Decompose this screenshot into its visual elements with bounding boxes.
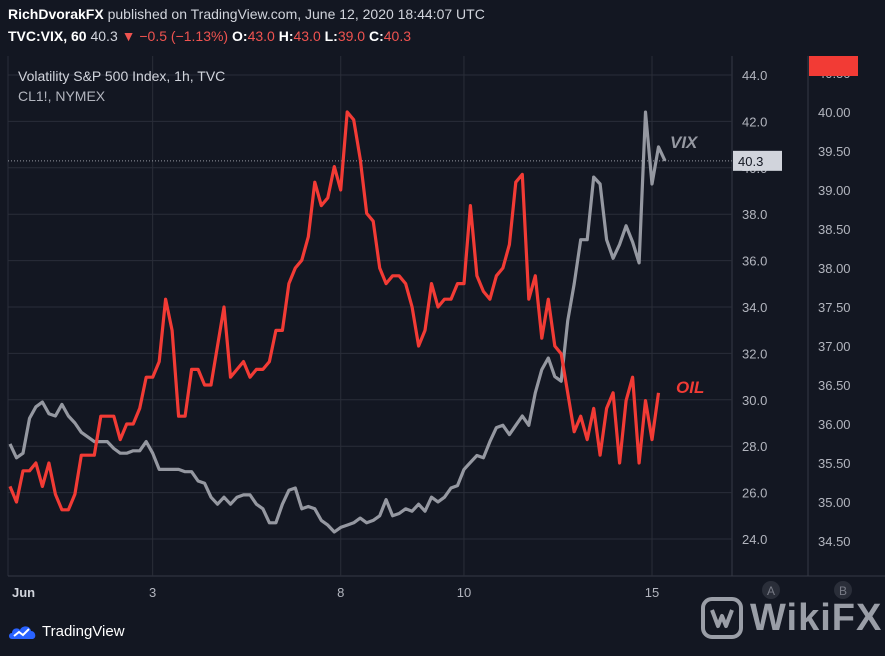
left-axis-tick-label: 34.0 xyxy=(742,300,767,315)
left-axis-tick-label: 38.0 xyxy=(742,207,767,222)
close-label: C: xyxy=(368,28,384,44)
wikifx-watermark-text: WikiFX xyxy=(750,596,883,639)
oil-price-label: 36.38 xyxy=(816,56,849,59)
publish-info: RichDvorakFX published on TradingView.co… xyxy=(8,6,485,22)
oil-price-label-box xyxy=(809,56,858,76)
x-axis-tick-label: 15 xyxy=(645,585,659,600)
price-chart[interactable]: 24.026.028.030.032.034.036.038.040.042.0… xyxy=(0,56,885,608)
x-axis-tick-label: Jun xyxy=(12,585,35,600)
left-axis-tick-label: 30.0 xyxy=(742,393,767,408)
right-axis-tick-label: 37.50 xyxy=(818,300,851,315)
open-label: O: xyxy=(232,28,248,44)
left-axis-tick-label: 42.0 xyxy=(742,114,767,129)
right-axis-tick-label: 36.00 xyxy=(818,417,851,432)
vix-price-label-box xyxy=(733,150,782,171)
oil-series-line xyxy=(8,110,661,512)
open-value: 43.0 xyxy=(247,28,275,44)
vix-annotation: VIX xyxy=(670,133,699,152)
low-label: L: xyxy=(324,28,338,44)
left-axis-tick-label: 44.0 xyxy=(742,68,767,83)
published-text: published on TradingView.com, June 12, 2… xyxy=(107,6,485,22)
right-axis-tick-label: 38.50 xyxy=(818,222,851,237)
scale-button-label: B xyxy=(839,584,847,598)
close-value: 40.3 xyxy=(383,28,412,44)
scale-button-a xyxy=(762,581,780,599)
vix-series-line xyxy=(8,110,667,534)
high-label: H: xyxy=(278,28,294,44)
author-name[interactable]: RichDvorakFX xyxy=(8,6,104,22)
left-axis-tick-label: 36.0 xyxy=(742,254,767,269)
right-axis-tick-label: 40.00 xyxy=(818,105,851,120)
down-arrow-icon: ▼ xyxy=(121,28,136,44)
right-axis-tick-label: 36.50 xyxy=(818,378,851,393)
scale-button-b xyxy=(834,581,852,599)
right-axis-tick-label: 35.50 xyxy=(818,456,851,471)
low-value: 39.0 xyxy=(337,28,366,44)
scale-button-label: A xyxy=(767,584,775,598)
price-change: −0.5 (−1.13%) xyxy=(139,28,229,44)
tradingview-logo-text: TradingView xyxy=(42,622,125,640)
left-axis-tick-label: 24.0 xyxy=(742,532,767,547)
x-axis-tick-label: 3 xyxy=(149,585,156,600)
right-axis-tick-label: 34.50 xyxy=(818,534,851,549)
symbol-label[interactable]: TVC:VIX, 60 xyxy=(8,28,87,44)
left-axis-tick-label: 26.0 xyxy=(742,486,767,501)
right-axis-tick-label: 38.00 xyxy=(818,261,851,276)
tradingview-cloud-icon xyxy=(9,626,36,639)
x-axis-tick-label: 8 xyxy=(337,585,344,600)
ohlc-bar: TVC:VIX, 60 40.3 ▼ −0.5 (−1.13%) O:43.0 … xyxy=(8,28,411,44)
main-series-legend[interactable]: Volatility S&P 500 Index, 1h, TVC xyxy=(18,68,226,84)
wikifx-watermark: WikiFX xyxy=(700,596,882,640)
tradingview-logo[interactable]: TradingView xyxy=(8,622,125,640)
wikifx-logo-icon xyxy=(701,597,743,639)
x-axis-tick-label: 10 xyxy=(457,585,471,600)
left-axis-tick-label: 32.0 xyxy=(742,346,767,361)
vix-price-label: 40.3 xyxy=(738,154,763,169)
last-price: 40.3 xyxy=(90,28,118,44)
oil-annotation: OIL xyxy=(676,378,704,397)
left-axis-tick-label: 28.0 xyxy=(742,439,767,454)
high-value: 43.0 xyxy=(293,28,321,44)
right-axis-tick-label: 37.00 xyxy=(818,339,851,354)
right-axis-tick-label: 39.50 xyxy=(818,144,851,159)
right-axis-tick-label: 35.00 xyxy=(818,495,851,510)
compare-series-legend[interactable]: CL1!, NYMEX xyxy=(18,88,106,104)
right-axis-tick-label: 39.00 xyxy=(818,183,851,198)
